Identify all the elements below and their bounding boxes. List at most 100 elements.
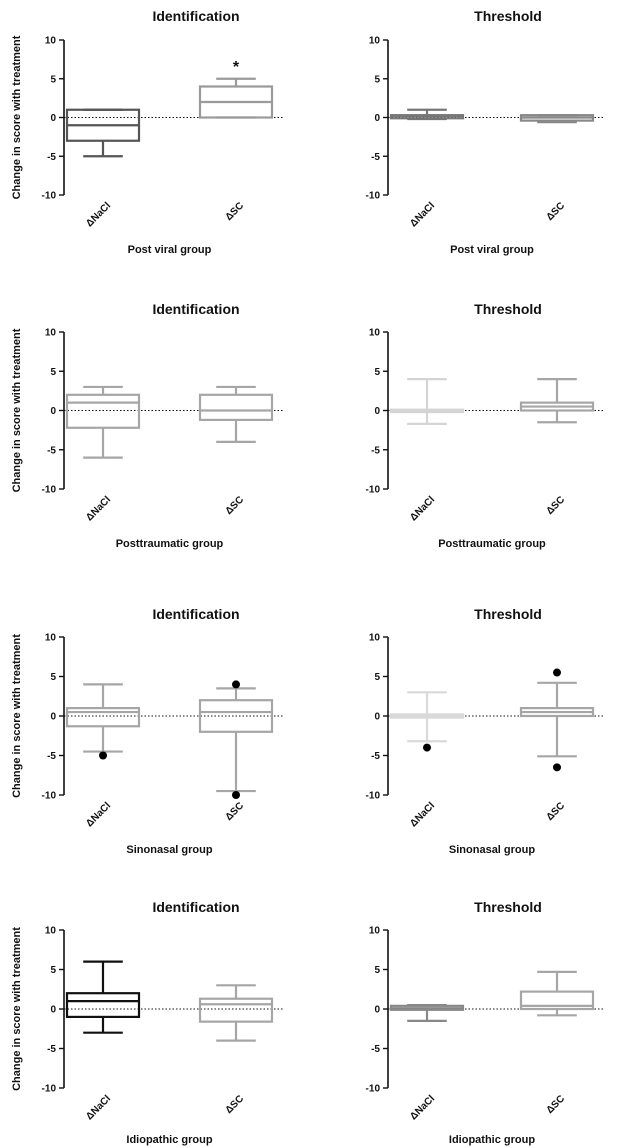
box-1 bbox=[65, 108, 141, 158]
box-iqr bbox=[198, 997, 274, 1023]
y-tick-label: -5 bbox=[47, 751, 56, 762]
chart-title: Identification bbox=[152, 606, 239, 622]
y-tick-label: 5 bbox=[50, 367, 56, 378]
box-iqr bbox=[65, 706, 141, 728]
chart-title: Identification bbox=[152, 899, 239, 915]
y-tick-label: 0 bbox=[50, 1005, 56, 1016]
box-1 bbox=[389, 691, 465, 752]
chart-title: Threshold bbox=[474, 899, 542, 915]
chart-panel-6: Threshold 10 5 0 -5 -10 ΔNaCl ΔSC Sinonasal grou… bbox=[366, 606, 605, 856]
y-tick-label: 5 bbox=[50, 74, 56, 85]
category-label: ΔSC bbox=[544, 200, 567, 223]
x-axis-label: Sinonasal group bbox=[126, 844, 212, 856]
chart-panel-7: Identification 10 5 0 -5 -10 Change in score w… bbox=[11, 899, 284, 1146]
y-tick-label: -10 bbox=[42, 791, 57, 802]
y-tick-label: 10 bbox=[369, 36, 381, 47]
chart-panel-4: Threshold 10 5 0 -5 -10 ΔNaCl ΔSC Posttraumatic … bbox=[366, 301, 605, 550]
outlier-point bbox=[99, 751, 107, 760]
y-tick-label: 5 bbox=[374, 965, 380, 976]
y-tick-label: 10 bbox=[369, 926, 381, 937]
box-2 bbox=[519, 114, 595, 124]
y-tick-label: 5 bbox=[374, 74, 380, 85]
category-label: ΔSC bbox=[544, 800, 567, 823]
y-axis-label: Change in score with treatment bbox=[11, 35, 23, 199]
y-tick-label: 5 bbox=[374, 367, 380, 378]
x-axis-label: Sinonasal group bbox=[449, 844, 535, 856]
box-iqr bbox=[519, 990, 595, 1011]
y-tick-label: -5 bbox=[47, 1044, 56, 1055]
outlier-point bbox=[232, 680, 240, 689]
outlier-point bbox=[232, 791, 240, 799]
outlier-point bbox=[423, 743, 431, 752]
x-axis-label: Idiopathic group bbox=[126, 1134, 212, 1146]
y-tick-label: -5 bbox=[371, 445, 380, 456]
x-axis-label: Post viral group bbox=[450, 244, 534, 256]
category-label: ΔSC bbox=[544, 494, 567, 517]
chart-panel-3: Identification 10 5 0 -5 -10 Change in score w… bbox=[11, 301, 284, 550]
chart-panel-8: Threshold 10 5 0 -5 -10 ΔNaCl ΔSC Idiopathic gro… bbox=[366, 899, 605, 1146]
category-label: ΔNaCl bbox=[408, 1093, 437, 1122]
category-label: ΔNaCl bbox=[84, 800, 113, 829]
chart-title: Identification bbox=[152, 301, 239, 317]
y-tick-label: 10 bbox=[45, 328, 57, 339]
category-label: ΔSC bbox=[223, 1093, 246, 1116]
box-1 bbox=[389, 108, 465, 121]
y-axis-label: Change in score with treatment bbox=[11, 927, 23, 1091]
y-tick-label: 10 bbox=[45, 633, 57, 644]
y-tick-label: -10 bbox=[42, 485, 57, 496]
y-tick-label: -10 bbox=[42, 191, 57, 202]
box-2 bbox=[198, 984, 274, 1042]
x-axis-label: Posttraumatic group bbox=[438, 538, 546, 550]
x-axis-label: Post viral group bbox=[128, 244, 212, 256]
y-tick-label: 5 bbox=[374, 672, 380, 683]
category-label: ΔNaCl bbox=[84, 200, 113, 229]
chart-title: Identification bbox=[152, 8, 239, 24]
y-tick-label: -10 bbox=[366, 791, 381, 802]
y-tick-label: -5 bbox=[371, 152, 380, 163]
chart-title: Threshold bbox=[474, 606, 542, 622]
y-tick-label: 0 bbox=[374, 406, 380, 417]
chart-panel-1: Identification 10 5 0 -5 -10 Change in score w… bbox=[11, 8, 284, 256]
y-tick-label: -10 bbox=[366, 1084, 381, 1095]
y-tick-label: 0 bbox=[50, 712, 56, 723]
y-axis-label: Change in score with treatment bbox=[11, 328, 23, 492]
category-label: ΔSC bbox=[544, 1093, 567, 1116]
box-iqr bbox=[65, 992, 141, 1019]
y-tick-label: -5 bbox=[47, 152, 56, 163]
y-tick-label: -5 bbox=[47, 445, 56, 456]
y-tick-label: 0 bbox=[374, 113, 380, 124]
chart-panel-5: Identification 10 5 0 -5 -10 Change in score w… bbox=[11, 606, 284, 856]
category-label: ΔNaCl bbox=[408, 200, 437, 229]
chart-panel-2: Threshold 10 5 0 -5 -10 ΔNaCl ΔSC Post viral gro… bbox=[366, 8, 605, 256]
category-label: ΔSC bbox=[223, 200, 246, 223]
box-2 bbox=[519, 668, 595, 772]
category-label: ΔNaCl bbox=[408, 800, 437, 829]
box-1 bbox=[65, 683, 141, 760]
category-label: ΔSC bbox=[223, 494, 246, 517]
y-tick-label: -10 bbox=[366, 191, 381, 202]
outlier-point bbox=[553, 763, 561, 772]
y-tick-label: 10 bbox=[369, 328, 381, 339]
category-label: ΔNaCl bbox=[408, 494, 437, 523]
y-tick-label: -5 bbox=[371, 1044, 380, 1055]
y-tick-label: 0 bbox=[50, 113, 56, 124]
y-tick-label: -10 bbox=[366, 485, 381, 496]
category-label: ΔSC bbox=[223, 800, 246, 823]
box-2 bbox=[198, 385, 274, 443]
box-1 bbox=[65, 385, 141, 459]
outlier-point bbox=[553, 668, 561, 677]
y-tick-label: -5 bbox=[371, 751, 380, 762]
y-tick-label: 10 bbox=[45, 926, 57, 937]
x-axis-label: Idiopathic group bbox=[449, 1134, 535, 1146]
y-tick-label: 0 bbox=[374, 1005, 380, 1016]
box-2 bbox=[198, 77, 274, 119]
y-tick-label: 5 bbox=[50, 965, 56, 976]
y-tick-label: 10 bbox=[369, 633, 381, 644]
box-1 bbox=[65, 960, 141, 1034]
x-axis-label: Posttraumatic group bbox=[116, 538, 224, 550]
y-tick-label: -10 bbox=[42, 1084, 57, 1095]
box-2 bbox=[519, 970, 595, 1017]
box-2 bbox=[519, 378, 595, 424]
box-iqr bbox=[198, 393, 274, 422]
